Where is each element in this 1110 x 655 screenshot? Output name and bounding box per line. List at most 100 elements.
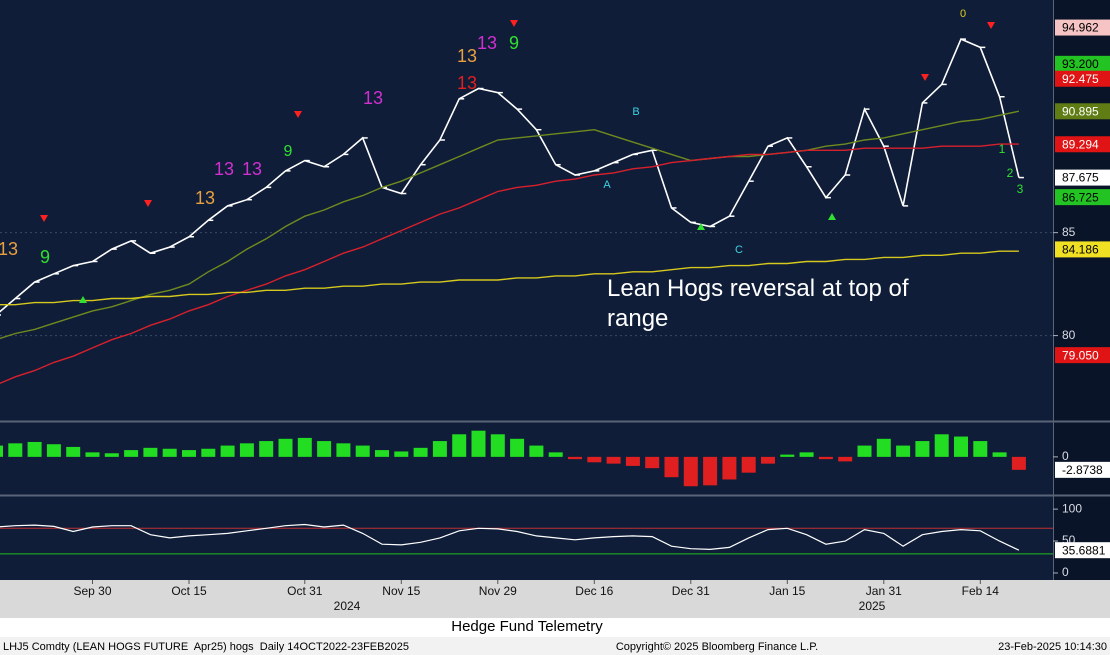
histogram-bar xyxy=(818,456,833,460)
oscillator-line xyxy=(0,523,1020,551)
signal-arrow xyxy=(697,223,705,230)
histogram-bar xyxy=(490,434,505,457)
histogram-bar xyxy=(645,456,660,469)
histogram-bar xyxy=(625,456,640,466)
histogram-bar xyxy=(471,430,486,457)
histogram-bar xyxy=(162,448,177,457)
x-tick-label: Oct 31 xyxy=(287,584,323,598)
histogram-bar xyxy=(664,456,679,478)
histogram-bar xyxy=(375,450,389,457)
histogram-bar xyxy=(239,443,254,457)
td-count: 9 xyxy=(40,247,50,267)
td-count: 13 xyxy=(242,159,262,179)
moving-average xyxy=(0,250,1019,306)
value-flag-label: 86.725 xyxy=(1062,190,1099,204)
value-flag xyxy=(1055,55,1110,72)
histogram-bar xyxy=(838,456,853,462)
x-tick-label: Oct 15 xyxy=(171,584,207,598)
value-flag-label: 94.962 xyxy=(1062,21,1099,35)
signal-arrow xyxy=(79,296,87,303)
histogram-bar xyxy=(8,443,23,457)
copyright: Copyright© 2025 Bloomberg Finance L.P. xyxy=(616,641,818,653)
histogram-bar xyxy=(336,443,351,457)
y-tick-label: 0 xyxy=(1062,565,1069,579)
td-count: B xyxy=(632,106,639,118)
value-flag-label: 35.6881 xyxy=(1062,543,1106,557)
histogram-bar xyxy=(394,451,409,457)
x-tick-label: Dec 16 xyxy=(575,584,613,598)
histogram-bar xyxy=(703,456,718,486)
value-flag-label: 84.186 xyxy=(1062,243,1099,257)
value-flag xyxy=(1055,19,1110,36)
td-count: C xyxy=(735,244,743,256)
plot-layer xyxy=(0,38,1053,555)
x-axis-strip xyxy=(1053,580,1110,618)
histogram-bar xyxy=(857,445,872,457)
td-count: 13 xyxy=(195,188,215,208)
histogram-bar xyxy=(1011,456,1026,470)
value-flag xyxy=(1055,70,1110,87)
value-flag-label: 93.200 xyxy=(1062,57,1099,71)
value-flag-label: 87.675 xyxy=(1062,171,1099,185)
timestamp: 23-Feb-2025 10:14:30 xyxy=(998,641,1107,653)
status-bar xyxy=(0,637,1110,655)
plot-background xyxy=(0,0,1053,580)
value-flag-label: 89.294 xyxy=(1062,137,1099,151)
histogram-bar xyxy=(606,456,621,464)
annotation: Lean Hogs reversal at top of range xyxy=(607,275,909,332)
value-flag xyxy=(1055,241,1110,258)
x-tick-label: Nov 29 xyxy=(479,584,517,598)
td-count: 13 xyxy=(214,159,234,179)
histogram-bar xyxy=(568,456,582,460)
histogram-bar xyxy=(799,452,814,457)
histogram-bar xyxy=(510,438,525,457)
histogram-bar xyxy=(741,456,756,473)
histogram-bar xyxy=(124,450,139,457)
moving-average xyxy=(0,110,1020,340)
signal-arrow xyxy=(40,215,48,222)
value-flag xyxy=(1055,461,1110,478)
axis-background xyxy=(1053,0,1110,580)
histogram-bar xyxy=(954,436,968,457)
histogram-bar xyxy=(317,441,332,457)
value-flag-label: 90.895 xyxy=(1062,104,1099,118)
y-tick-label: 80 xyxy=(1062,328,1076,342)
value-flag-label: 79.050 xyxy=(1062,348,1099,362)
histogram-bar xyxy=(143,447,158,457)
td-count: 13 xyxy=(363,88,383,108)
x-tick-label: Nov 15 xyxy=(382,584,420,598)
x-axis-strip xyxy=(0,580,1053,618)
ticker-info: LHJ5 Comdty (LEAN HOGS FUTURE Apr25) hog… xyxy=(3,641,409,653)
histogram-bar xyxy=(452,434,467,457)
histogram-bar xyxy=(896,445,911,457)
histogram-bar xyxy=(587,456,602,463)
signal-arrow xyxy=(510,20,518,27)
td-count: 9 xyxy=(509,33,519,53)
value-flag xyxy=(1055,136,1110,153)
footer-title: Hedge Fund Telemetry xyxy=(451,618,603,635)
signal-arrow xyxy=(828,213,836,220)
signal-arrow xyxy=(294,111,302,118)
x-tick-label: Dec 31 xyxy=(672,584,710,598)
td-count: 2 xyxy=(1007,166,1014,180)
x-tick-label: Sep 30 xyxy=(73,584,111,598)
histogram-bar xyxy=(722,456,737,480)
year-label: 2025 xyxy=(859,599,886,613)
y-tick-label: 85 xyxy=(1062,225,1076,239)
td-count: 1 xyxy=(999,142,1006,156)
value-flag xyxy=(1055,169,1110,186)
histogram-bar xyxy=(66,446,81,457)
histogram-bar xyxy=(27,441,42,457)
value-flag-label: -2.8738 xyxy=(1062,463,1103,477)
histogram-bar xyxy=(85,452,100,457)
signal-arrow xyxy=(144,200,152,207)
histogram-bar xyxy=(529,445,544,457)
histogram-bar xyxy=(915,441,930,457)
histogram-bar xyxy=(432,441,447,457)
histogram-bar xyxy=(104,453,119,457)
price-line xyxy=(0,38,1020,313)
x-tick-label: Feb 14 xyxy=(962,584,1000,598)
td-count: 13 xyxy=(457,73,477,93)
